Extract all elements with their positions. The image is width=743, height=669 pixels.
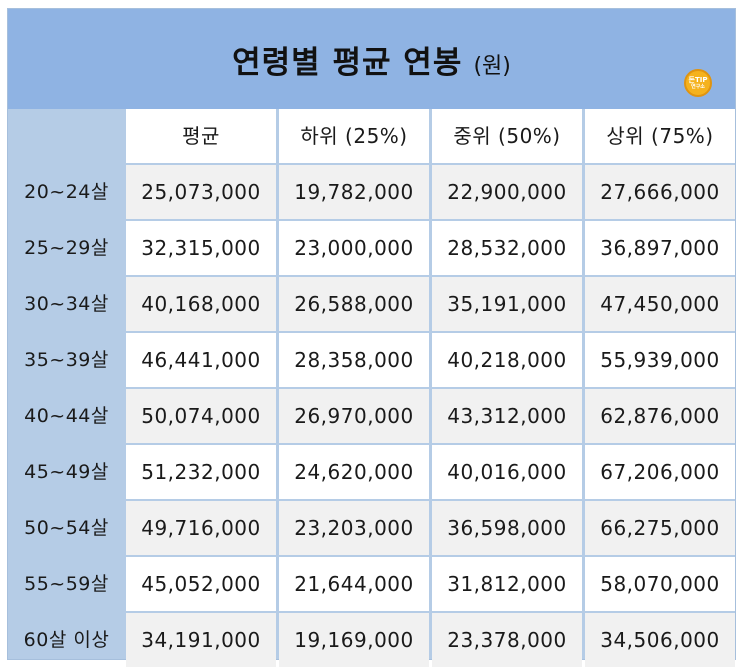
cell-upper-75: 58,070,000 (585, 557, 735, 611)
cell-average: 49,716,000 (126, 501, 276, 555)
table-row: 20~24살 25,073,000 19,782,000 22,900,000 … (8, 165, 735, 221)
table-header-row: 평균 하위 (25%) 중위 (50%) 상위 (75%) (8, 109, 735, 165)
cell-median-50: 22,900,000 (432, 165, 582, 219)
title-text: 연령별 평균 연봉 (232, 45, 463, 81)
salary-table-card: 연령별 평균 연봉 (원) 돈TIP 연구소 평균 하위 (25%) 중위 (5… (7, 8, 736, 667)
cell-lower-25: 21,644,000 (279, 557, 429, 611)
cell-average: 34,191,000 (126, 613, 276, 667)
cell-median-50: 28,532,000 (432, 221, 582, 275)
cell-upper-75: 47,450,000 (585, 277, 735, 331)
cell-lower-25: 24,620,000 (279, 445, 429, 499)
table-row: 45~49살 51,232,000 24,620,000 40,016,000 … (8, 445, 735, 501)
badge-line-2: 연구소 (691, 84, 705, 90)
row-age-label: 35~39살 (24, 349, 109, 371)
table-row: 30~34살 40,168,000 26,588,000 35,191,000 … (8, 277, 735, 333)
cell-upper-75: 66,275,000 (585, 501, 735, 555)
row-age-label: 30~34살 (24, 293, 109, 315)
row-age-label: 45~49살 (24, 461, 109, 483)
title-bar: 연령별 평균 연봉 (원) 돈TIP 연구소 (8, 9, 735, 109)
row-age-label: 20~24살 (24, 181, 109, 203)
row-age-label: 50~54살 (24, 517, 109, 539)
column-header-average: 평균 (126, 109, 276, 163)
row-age-label: 40~44살 (24, 405, 109, 427)
table-row: 55~59살 45,052,000 21,644,000 31,812,000 … (8, 557, 735, 613)
table-row: 40~44살 50,074,000 26,970,000 43,312,000 … (8, 389, 735, 445)
table-row: 25~29살 32,315,000 23,000,000 28,532,000 … (8, 221, 735, 277)
column-header-lower-25: 하위 (25%) (279, 109, 429, 163)
table-row: 60살 이상 34,191,000 19,169,000 23,378,000 … (8, 613, 735, 669)
cell-lower-25: 23,203,000 (279, 501, 429, 555)
column-header-upper-75: 상위 (75%) (585, 109, 735, 163)
cell-upper-75: 27,666,000 (585, 165, 735, 219)
cell-lower-25: 19,782,000 (279, 165, 429, 219)
cell-average: 45,052,000 (126, 557, 276, 611)
cell-average: 50,074,000 (126, 389, 276, 443)
cell-average: 51,232,000 (126, 445, 276, 499)
cell-upper-75: 36,897,000 (585, 221, 735, 275)
cell-median-50: 35,191,000 (432, 277, 582, 331)
cell-median-50: 23,378,000 (432, 613, 582, 667)
cell-lower-25: 26,588,000 (279, 277, 429, 331)
cell-median-50: 40,016,000 (432, 445, 582, 499)
cell-upper-75: 34,506,000 (585, 613, 735, 667)
cell-upper-75: 67,206,000 (585, 445, 735, 499)
cell-median-50: 31,812,000 (432, 557, 582, 611)
cell-lower-25: 28,358,000 (279, 333, 429, 387)
row-age-label: 60살 이상 (23, 629, 110, 651)
badge-line-1: 돈TIP (688, 76, 708, 84)
cell-average: 25,073,000 (126, 165, 276, 219)
cell-upper-75: 62,876,000 (585, 389, 735, 443)
cell-average: 40,168,000 (126, 277, 276, 331)
brand-logo-badge: 돈TIP 연구소 (684, 69, 712, 97)
row-age-label: 55~59살 (24, 573, 109, 595)
cell-median-50: 40,218,000 (432, 333, 582, 387)
cell-average: 46,441,000 (126, 333, 276, 387)
cell-lower-25: 23,000,000 (279, 221, 429, 275)
cell-median-50: 36,598,000 (432, 501, 582, 555)
cell-average: 32,315,000 (126, 221, 276, 275)
table-row: 35~39살 46,441,000 28,358,000 40,218,000 … (8, 333, 735, 389)
cell-lower-25: 26,970,000 (279, 389, 429, 443)
cell-median-50: 43,312,000 (432, 389, 582, 443)
cell-lower-25: 19,169,000 (279, 613, 429, 667)
cell-upper-75: 55,939,000 (585, 333, 735, 387)
page-title: 연령별 평균 연봉 (원) (8, 37, 735, 82)
column-header-median-50: 중위 (50%) (432, 109, 582, 163)
row-age-label: 25~29살 (24, 237, 109, 259)
title-unit: (원) (473, 54, 511, 79)
table-row: 50~54살 49,716,000 23,203,000 36,598,000 … (8, 501, 735, 557)
